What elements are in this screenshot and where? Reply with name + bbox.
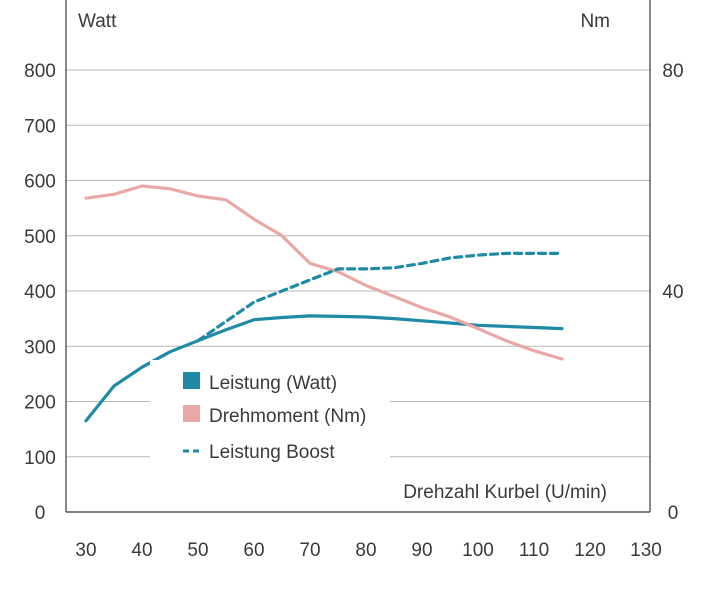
y-right-tick-label: 40 [662, 282, 683, 303]
legend-label-leistung: Leistung (Watt) [209, 373, 337, 394]
data-series [84, 184, 564, 423]
x-tick-label: 120 [574, 540, 606, 561]
x-tick-label: 90 [411, 540, 432, 561]
x-axis-title: Drehzahl Kurbel (U/min) [403, 482, 607, 503]
y-left-tick-label: 400 [24, 282, 56, 303]
x-tick-label: 30 [75, 540, 96, 561]
y-left-tick-label: 300 [24, 337, 56, 358]
y-left-tick-label: 0 [35, 503, 46, 524]
series-line-0 [84, 314, 564, 423]
x-tick-label: 110 [519, 540, 549, 561]
x-tick-label: 70 [299, 540, 320, 561]
x-tick-label: 130 [630, 540, 662, 561]
y-left-tick-label: 600 [24, 172, 56, 193]
legend-swatch-drehmoment [183, 405, 200, 422]
x-tick-label: 100 [462, 540, 494, 561]
x-tick-label: 60 [243, 540, 264, 561]
legend: Leistung (Watt) Drehmoment (Nm) Leistung… [150, 360, 390, 470]
right-axis-unit-label: Nm [580, 11, 610, 32]
y-right-tick-label: 80 [662, 61, 683, 82]
legend-label-boost: Leistung Boost [209, 442, 335, 463]
series-line-1 [84, 184, 564, 361]
y-left-tick-label: 200 [24, 393, 56, 414]
axis-labels: 0 100 200 300 400 500 600 700 800 0 40 80 30 40 50 60 70… [24, 61, 683, 561]
series-line-2 [196, 251, 564, 343]
y-right-tick-label: 0 [668, 503, 679, 524]
left-axis-unit-label: Watt [78, 11, 117, 32]
legend-swatch-leistung [183, 372, 200, 389]
x-tick-label: 80 [355, 540, 376, 561]
x-tick-label: 40 [131, 540, 152, 561]
y-left-tick-label: 800 [24, 61, 56, 82]
y-left-tick-label: 700 [24, 116, 56, 137]
y-left-tick-label: 100 [24, 448, 56, 469]
legend-label-drehmoment: Drehmoment (Nm) [209, 406, 366, 427]
x-tick-label: 50 [187, 540, 208, 561]
axes [65, 0, 651, 513]
y-left-tick-label: 500 [24, 227, 56, 248]
